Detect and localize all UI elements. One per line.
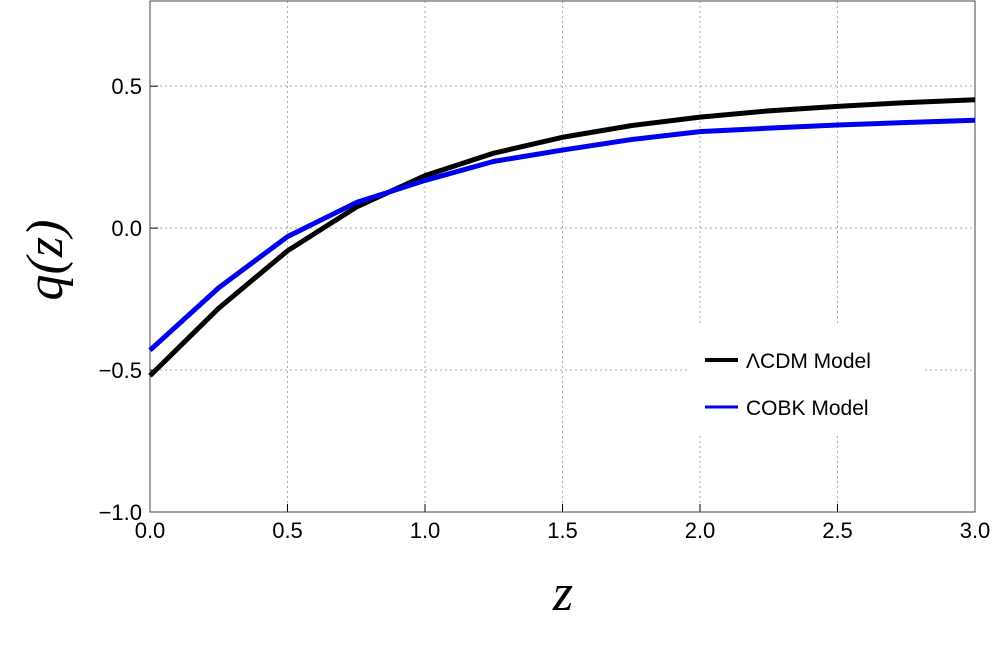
y-tick-label: 0.0 xyxy=(111,216,142,241)
legend-label: COBK Model xyxy=(746,397,869,420)
x-tick-label: 2.5 xyxy=(822,518,853,543)
x-tick-label: 3.0 xyxy=(960,518,991,543)
x-tick-label: 2.0 xyxy=(685,518,716,543)
series-line xyxy=(148,97,976,378)
y-tick-label: −1.0 xyxy=(99,500,142,525)
x-axis-label: z xyxy=(552,565,573,622)
y-tick-label: −0.5 xyxy=(99,358,142,383)
plot-frame xyxy=(149,0,976,513)
y-tick-label: 0.5 xyxy=(111,74,142,99)
legend-box xyxy=(688,325,923,435)
legend-label: ΛCDM Model xyxy=(746,350,871,373)
y-axis-label: q(z) xyxy=(17,220,74,301)
series-line xyxy=(148,117,976,353)
x-tick-label: 1.5 xyxy=(547,518,578,543)
x-tick-label: 0.5 xyxy=(272,518,303,543)
x-tick-label: 1.0 xyxy=(410,518,441,543)
x-tick-label: 0.0 xyxy=(135,518,166,543)
